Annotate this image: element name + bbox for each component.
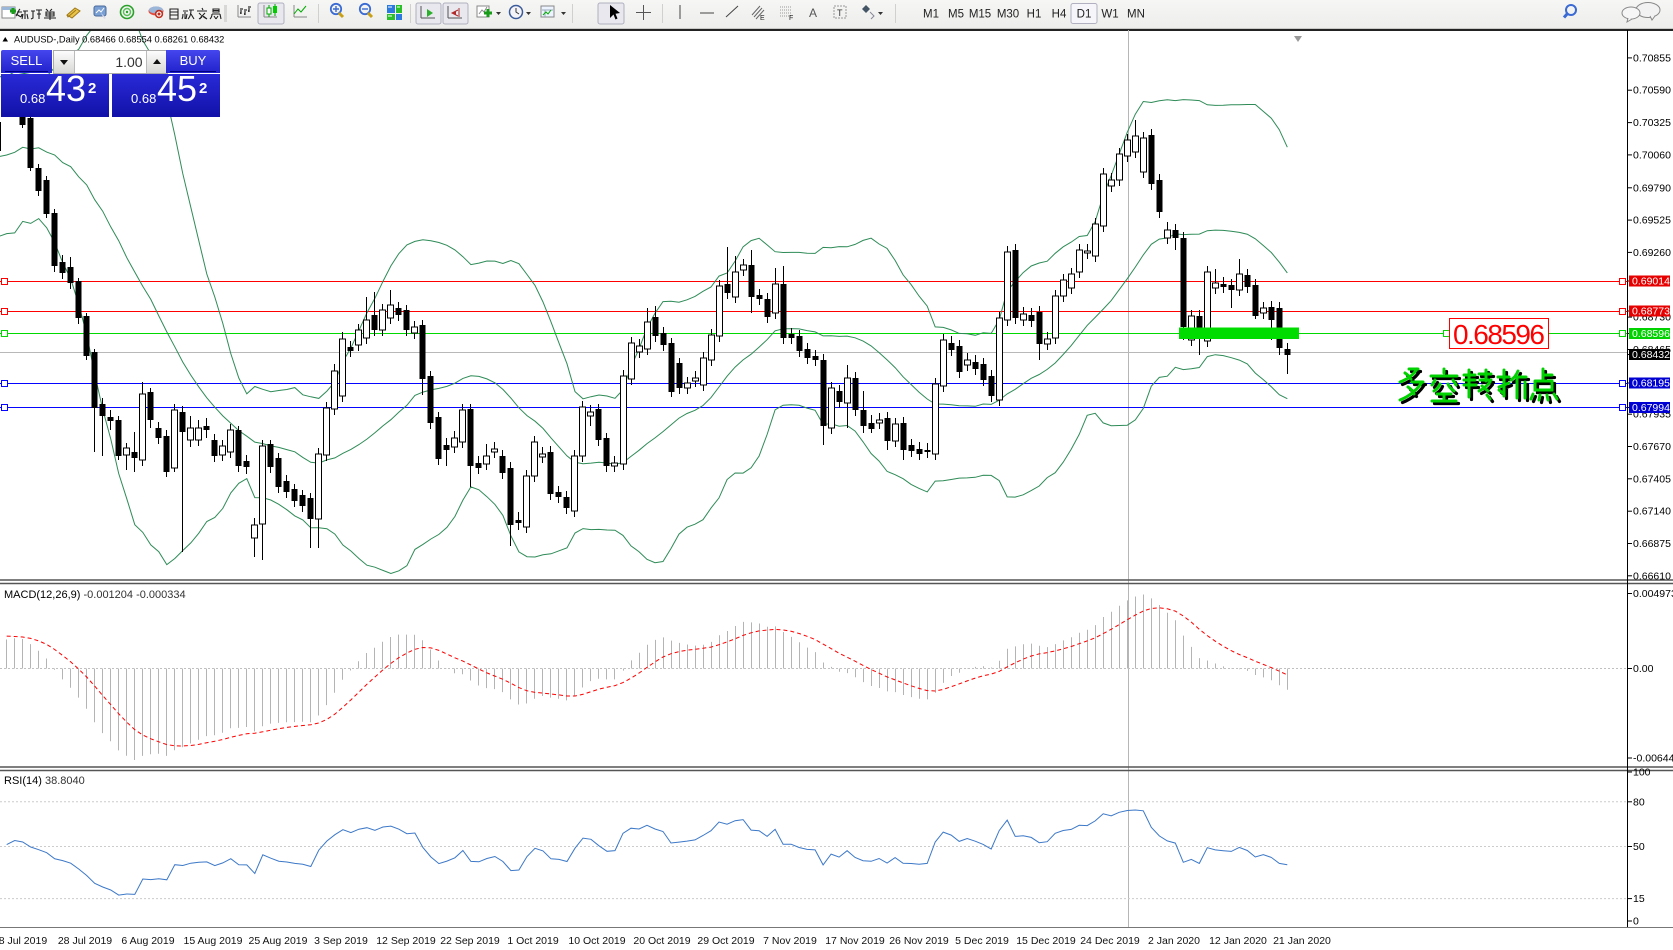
svg-text:50: 50: [1633, 841, 1645, 853]
svg-text:10 Oct 2019: 10 Oct 2019: [568, 935, 625, 947]
svg-text:0.69790: 0.69790: [1633, 182, 1671, 194]
svg-text:H4: H4: [1052, 9, 1067, 21]
svg-text:0.67405: 0.67405: [1633, 473, 1671, 485]
svg-text:M30: M30: [997, 9, 1019, 21]
svg-text:0.67670: 0.67670: [1633, 441, 1671, 453]
svg-text:12 Sep 2019: 12 Sep 2019: [376, 935, 436, 947]
svg-text:15: 15: [1633, 893, 1645, 905]
svg-text:15 Dec 2019: 15 Dec 2019: [1016, 935, 1076, 947]
svg-text:0.68432: 0.68432: [1632, 349, 1670, 361]
svg-text:29 Oct 2019: 29 Oct 2019: [697, 935, 754, 947]
svg-text:21 Jan 2020: 21 Jan 2020: [1273, 935, 1331, 947]
svg-text:24 Dec 2019: 24 Dec 2019: [1080, 935, 1140, 947]
svg-text:A: A: [809, 6, 817, 20]
svg-text:D1: D1: [1077, 9, 1092, 21]
svg-text:AUDUSD-,Daily 0.68466 0.68554: AUDUSD-,Daily 0.68466 0.68554 0.68261 0.…: [14, 35, 224, 45]
svg-text:20 Oct 2019: 20 Oct 2019: [633, 935, 690, 947]
svg-text:RSI(14) 38.8040: RSI(14) 38.8040: [4, 775, 85, 787]
svg-text:3 Sep 2019: 3 Sep 2019: [314, 935, 368, 947]
svg-text:28 Jul 2019: 28 Jul 2019: [58, 935, 112, 947]
svg-text:7 Nov 2019: 7 Nov 2019: [763, 935, 817, 947]
svg-text:0.66610: 0.66610: [1633, 570, 1671, 582]
svg-text:M5: M5: [948, 9, 964, 21]
svg-text:M15: M15: [969, 9, 991, 21]
svg-text:5 Dec 2019: 5 Dec 2019: [955, 935, 1009, 947]
svg-text:0.69260: 0.69260: [1633, 247, 1671, 259]
svg-text:0.68596: 0.68596: [1453, 319, 1545, 350]
svg-text:-0.00644: -0.00644: [1633, 753, 1673, 765]
svg-text:E: E: [760, 15, 765, 22]
svg-text:0.68773: 0.68773: [1632, 306, 1670, 318]
svg-text:22 Sep 2019: 22 Sep 2019: [440, 935, 500, 947]
svg-text:0.66875: 0.66875: [1633, 538, 1671, 550]
svg-text:0.67140: 0.67140: [1633, 506, 1671, 518]
svg-text:0.69014: 0.69014: [1632, 276, 1670, 288]
svg-text:0.70855: 0.70855: [1633, 52, 1671, 64]
svg-text:26 Nov 2019: 26 Nov 2019: [889, 935, 949, 947]
svg-text:1 Oct 2019: 1 Oct 2019: [507, 935, 559, 947]
svg-text:0.67994: 0.67994: [1632, 402, 1670, 414]
svg-text:0.00: 0.00: [1633, 663, 1654, 675]
svg-text:17 Nov 2019: 17 Nov 2019: [825, 935, 885, 947]
svg-text:MN: MN: [1127, 9, 1145, 21]
svg-text:F: F: [789, 15, 793, 22]
svg-text:80: 80: [1633, 796, 1645, 808]
svg-text:18 Jul 2019: 18 Jul 2019: [0, 935, 47, 947]
svg-text:0.70060: 0.70060: [1633, 149, 1671, 161]
svg-text:0.69525: 0.69525: [1633, 215, 1671, 227]
svg-text:T: T: [837, 8, 843, 18]
svg-text:0.70590: 0.70590: [1633, 85, 1671, 97]
svg-text:0.004973: 0.004973: [1633, 588, 1673, 600]
svg-text:25 Aug 2019: 25 Aug 2019: [249, 935, 308, 947]
svg-text:15 Aug 2019: 15 Aug 2019: [184, 935, 243, 947]
svg-text:100: 100: [1633, 767, 1651, 779]
svg-text:H1: H1: [1027, 9, 1042, 21]
svg-text:MACD(12,26,9) -0.001204 -0.000: MACD(12,26,9) -0.001204 -0.000334: [4, 589, 186, 601]
svg-text:W1: W1: [1101, 9, 1118, 21]
svg-text:0.68596: 0.68596: [1632, 328, 1670, 340]
svg-text:2 Jan 2020: 2 Jan 2020: [1148, 935, 1200, 947]
svg-text:6 Aug 2019: 6 Aug 2019: [121, 935, 174, 947]
svg-text:0: 0: [1633, 916, 1639, 928]
svg-text:12 Jan 2020: 12 Jan 2020: [1209, 935, 1267, 947]
svg-text:0.70325: 0.70325: [1633, 117, 1671, 129]
svg-text:0.68195: 0.68195: [1632, 378, 1670, 390]
svg-text:M1: M1: [923, 9, 939, 21]
